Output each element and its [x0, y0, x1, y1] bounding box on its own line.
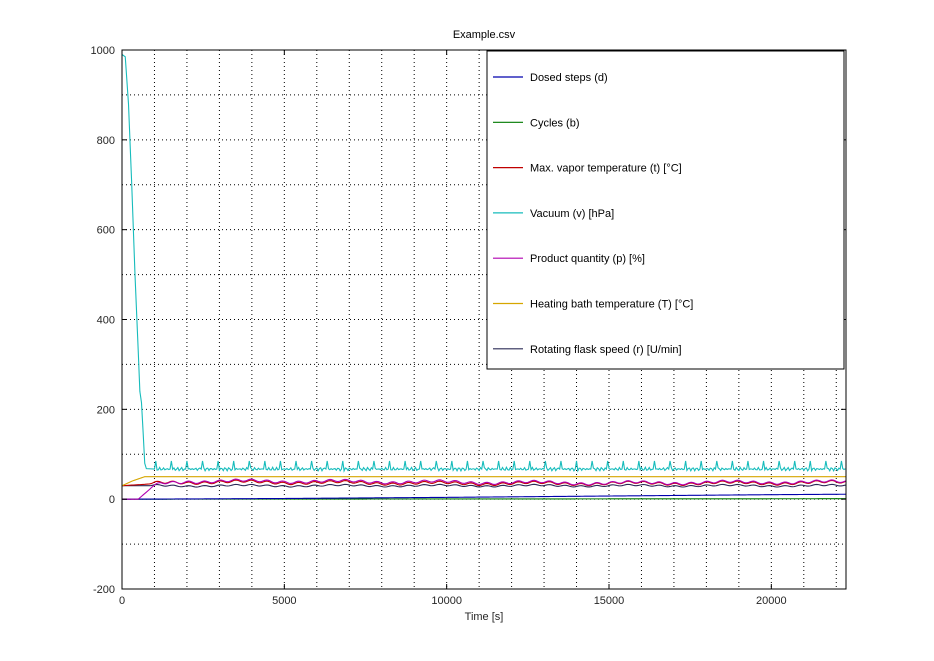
chart-title: Example.csv	[453, 29, 516, 41]
x-axis-label: Time [s]	[465, 611, 504, 623]
series-line-3	[121, 54, 846, 473]
x-tick-label: 20000	[756, 595, 787, 607]
y-tick-label: 800	[97, 135, 115, 147]
x-tick-label: 0	[119, 595, 125, 607]
series-line-2	[121, 479, 847, 487]
legend-box	[486, 50, 845, 370]
series-line-0	[121, 493, 847, 500]
series-line-4	[122, 478, 847, 500]
legend: Dosed steps (d) Cycles (b) Max. vapor temp…	[486, 50, 845, 370]
legend-label: Max. vapor temperature (t) [°C]	[530, 163, 682, 175]
y-tick-label: -200	[93, 584, 115, 596]
y-tick-label: 400	[97, 315, 115, 327]
y-tick-label: 600	[97, 225, 115, 237]
legend-label: Dosed steps (d)	[530, 72, 608, 84]
x-tick-label: 15000	[594, 595, 625, 607]
legend-label: Cycles (b)	[530, 117, 580, 129]
y-tick-label: 1000	[91, 45, 115, 57]
legend-label: Product quantity (p) [%]	[530, 253, 645, 265]
legend-label: Rotating flask speed (r) [U/min]	[530, 344, 682, 356]
x-axis-tick-labels: 0 5000 10000 15000 20000	[119, 595, 787, 607]
series-line-6	[122, 483, 847, 488]
y-tick-label: 200	[97, 404, 115, 416]
y-tick-label: 0	[109, 494, 115, 506]
legend-label: Vacuum (v) [hPa]	[530, 208, 614, 220]
x-tick-label: 10000	[431, 595, 462, 607]
legend-label: Heating bath temperature (T) [°C]	[530, 299, 693, 311]
y-axis-tick-labels: -200 0 200 400 600 800 1000	[91, 45, 115, 596]
series-line-5	[121, 476, 846, 487]
series-lines	[121, 54, 847, 500]
x-tick-label: 5000	[272, 595, 296, 607]
